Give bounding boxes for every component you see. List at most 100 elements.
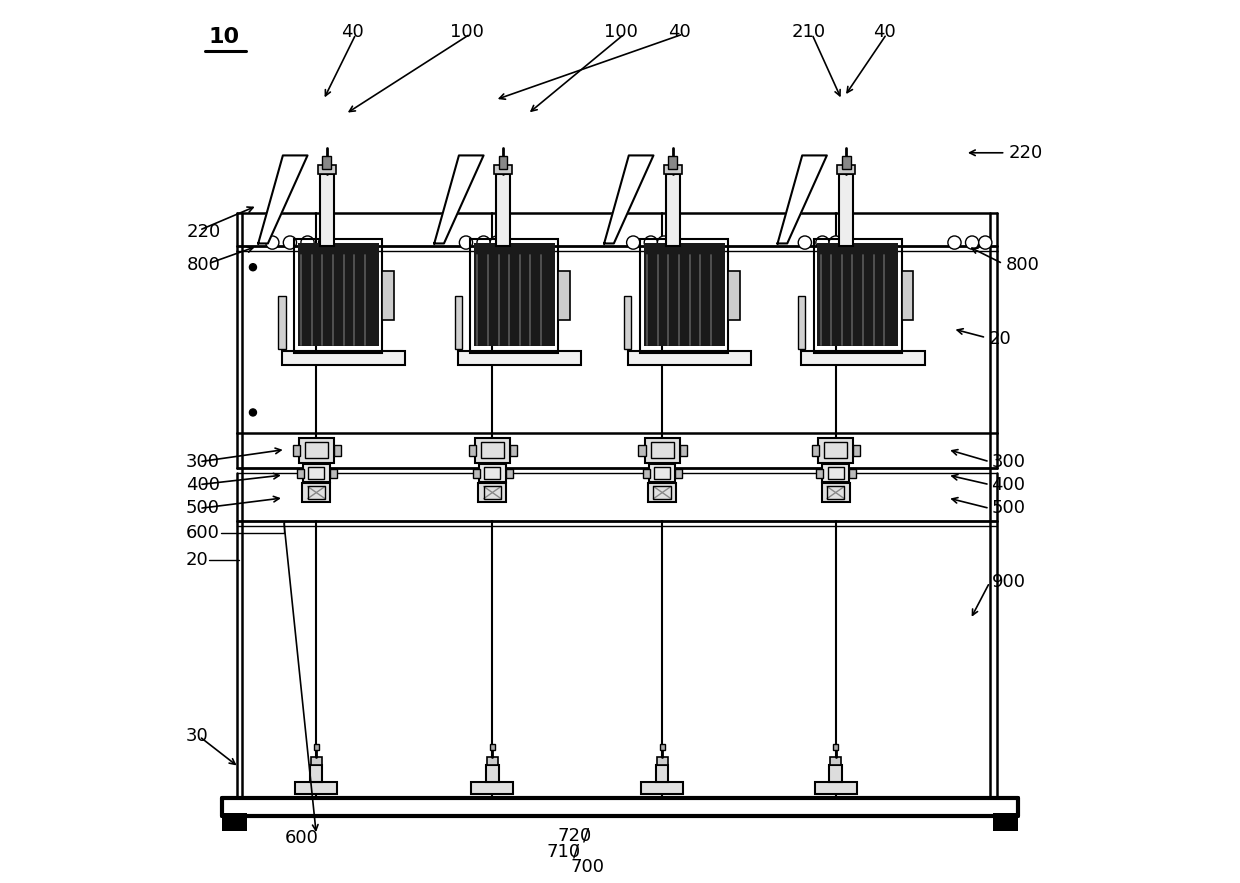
Bar — [842, 156, 851, 169]
Bar — [644, 243, 724, 346]
Bar — [813, 239, 901, 353]
Bar — [490, 744, 495, 750]
Bar — [831, 758, 841, 765]
Bar — [993, 813, 1018, 831]
Bar — [311, 758, 321, 765]
Bar — [309, 467, 324, 479]
Bar — [320, 174, 334, 246]
Bar — [801, 351, 925, 365]
Bar — [305, 442, 327, 458]
Bar — [849, 469, 856, 478]
Bar — [510, 445, 517, 456]
Circle shape — [816, 236, 830, 249]
Bar — [308, 487, 325, 499]
Bar — [472, 469, 480, 478]
Bar — [656, 765, 668, 782]
Text: 40: 40 — [341, 23, 363, 42]
Polygon shape — [258, 155, 308, 244]
Bar — [853, 445, 861, 456]
Text: 500: 500 — [186, 500, 219, 517]
Bar — [322, 156, 331, 169]
Bar — [319, 165, 336, 174]
Bar — [458, 351, 582, 365]
Bar — [815, 782, 857, 794]
Text: 100: 100 — [604, 23, 637, 42]
Text: /: / — [573, 842, 579, 861]
Bar — [663, 165, 682, 174]
Bar — [640, 239, 728, 353]
Bar — [334, 445, 341, 456]
Bar — [901, 271, 913, 320]
Bar — [293, 445, 300, 456]
Bar — [657, 758, 667, 765]
Bar — [818, 438, 853, 463]
Bar — [837, 165, 856, 174]
Bar — [484, 487, 501, 499]
Bar — [830, 765, 842, 782]
Bar — [827, 487, 844, 499]
Text: /: / — [583, 826, 589, 845]
Text: 300: 300 — [992, 453, 1025, 471]
Bar — [496, 174, 510, 246]
Bar — [314, 744, 319, 750]
Bar — [833, 744, 838, 750]
Bar — [281, 351, 405, 365]
Bar — [668, 156, 677, 169]
Bar — [470, 239, 558, 353]
Bar — [486, 765, 498, 782]
Text: 100: 100 — [450, 23, 484, 42]
Bar — [382, 271, 394, 320]
Bar — [839, 174, 853, 246]
Bar — [641, 782, 683, 794]
Bar — [625, 297, 631, 349]
Bar — [639, 445, 646, 456]
Bar — [487, 758, 497, 765]
Text: 700: 700 — [570, 857, 604, 876]
Circle shape — [626, 236, 640, 249]
Text: 710: 710 — [547, 842, 580, 861]
Text: 400: 400 — [992, 476, 1025, 494]
Text: 20: 20 — [186, 551, 208, 570]
Text: 720: 720 — [557, 826, 591, 845]
Bar — [330, 469, 336, 478]
Bar — [303, 464, 330, 482]
Circle shape — [947, 236, 961, 249]
Circle shape — [249, 264, 257, 271]
Polygon shape — [604, 155, 653, 244]
Bar — [676, 469, 682, 478]
Polygon shape — [434, 155, 484, 244]
Text: 210: 210 — [791, 23, 826, 42]
Text: 600: 600 — [186, 524, 219, 542]
Bar — [295, 782, 337, 794]
Text: 10: 10 — [208, 26, 239, 47]
Bar — [728, 271, 740, 320]
Bar — [680, 445, 687, 456]
Bar — [474, 243, 554, 346]
Bar — [310, 765, 322, 782]
Bar — [481, 442, 503, 458]
Bar — [469, 445, 476, 456]
Bar — [816, 469, 823, 478]
Bar — [817, 243, 898, 346]
Circle shape — [978, 236, 992, 249]
Bar — [822, 464, 849, 482]
Bar — [797, 297, 805, 349]
Bar — [653, 487, 671, 499]
Bar — [222, 813, 247, 831]
Bar — [655, 467, 670, 479]
Text: 600: 600 — [284, 828, 319, 847]
Bar — [475, 438, 510, 463]
Circle shape — [645, 236, 657, 249]
Bar — [279, 297, 285, 349]
Circle shape — [966, 236, 978, 249]
Bar — [485, 467, 500, 479]
Bar — [649, 464, 676, 482]
Bar — [498, 156, 507, 169]
Text: 300: 300 — [186, 453, 219, 471]
Circle shape — [799, 236, 811, 249]
Bar — [455, 297, 461, 349]
Bar — [642, 469, 650, 478]
Bar — [649, 483, 676, 502]
Circle shape — [265, 236, 279, 249]
Text: 400: 400 — [186, 476, 219, 494]
